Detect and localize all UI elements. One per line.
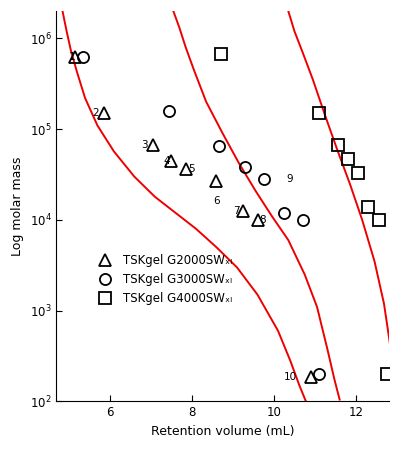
Text: 4: 4 (163, 156, 170, 166)
Text: 6: 6 (213, 196, 220, 206)
Text: 10: 10 (284, 372, 297, 382)
Text: 8: 8 (260, 215, 266, 225)
Text: 9: 9 (287, 174, 293, 185)
Legend: TSKgel G2000SWₓₗ, TSKgel G3000SWₓₗ, TSKgel G4000SWₓₗ: TSKgel G2000SWₓₗ, TSKgel G3000SWₓₗ, TSKg… (89, 250, 237, 310)
Text: 1: 1 (69, 52, 75, 62)
Text: 3: 3 (141, 140, 148, 150)
Y-axis label: Log molar mass: Log molar mass (11, 157, 24, 256)
Text: 2: 2 (92, 108, 99, 118)
Text: 7: 7 (233, 206, 240, 216)
X-axis label: Retention volume (mL): Retention volume (mL) (151, 425, 294, 438)
Text: 5: 5 (188, 164, 195, 175)
